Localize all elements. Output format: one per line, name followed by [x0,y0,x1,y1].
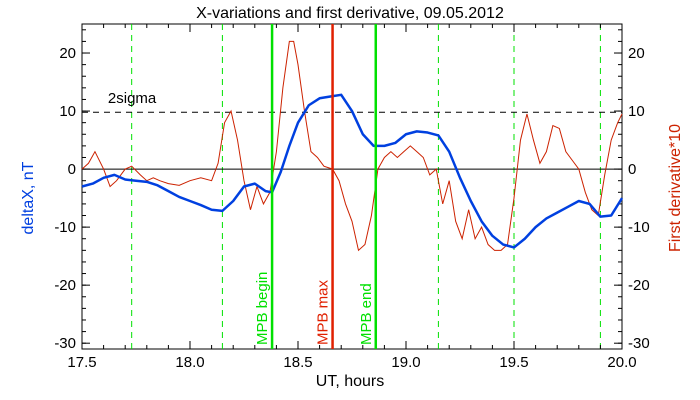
y-tick-label-left: 20 [59,45,76,62]
y-tick-label-right: -30 [628,335,650,352]
series-line-derivative [81,40,623,252]
y-tick-label-left: -10 [54,219,76,236]
plot-area: 2sigma 17.5 18.0 18.5 19.0 19.5 20.0 20 20 10 10 0 0… [54,23,650,371]
y-axis-label-right: First derivative*10 [667,124,684,252]
x-tick-label: 17.5 [67,354,96,371]
y-tick-label-left: -20 [54,277,76,294]
y-tick-label-left: 10 [59,103,76,120]
chart-title: X-variations and first derivative, 09.05… [196,5,504,22]
y-tick-label-right: -10 [628,219,650,236]
x-tick-label: 18.0 [175,354,204,371]
y-axis-label-left: deltaX, nT [20,161,37,234]
x-tick-label: 18.5 [283,354,312,371]
x-tick-label: 19.0 [391,354,420,371]
sigma-label: 2sigma [108,90,157,107]
y-tick-label-right: -20 [628,277,650,294]
x-tick-label: 19.5 [499,354,528,371]
x-tick-label: 20.0 [607,354,636,371]
marker-label: MPB begin [254,272,271,345]
marker-label: MPB max [315,279,332,345]
y-tick-label-right: 20 [628,45,645,62]
plot-frame [81,23,623,350]
x-axis-label: UT, hours [316,373,384,390]
marker-label: MPB end [358,283,375,345]
y-tick-label-left: -30 [54,335,76,352]
series-line-deltaX [81,93,624,249]
y-tick-label-right: 10 [628,103,645,120]
y-tick-label-right: 0 [628,161,636,178]
y-tick-label-left: 0 [68,161,76,178]
